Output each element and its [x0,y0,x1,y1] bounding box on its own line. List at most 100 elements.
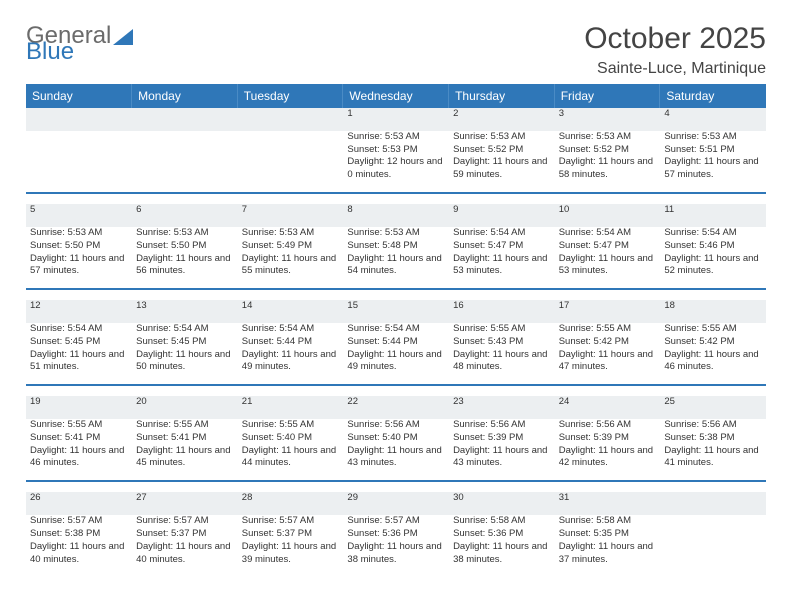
daylight-line: Daylight: 11 hours and 50 minutes. [136,349,233,375]
day-number-cell: 16 [449,300,555,323]
sunrise-line: Sunrise: 5:54 AM [242,323,339,336]
day-data-cell: Sunrise: 5:54 AMSunset: 5:44 PMDaylight:… [343,323,449,385]
day-number-row: 567891011 [26,204,766,227]
sunrise-line: Sunrise: 5:57 AM [242,515,339,528]
weekday-fri: Friday [554,84,660,108]
sunrise-line: Sunrise: 5:55 AM [136,419,233,432]
sunset-line: Sunset: 5:39 PM [453,432,550,445]
calendar-body: 1234Sunrise: 5:53 AMSunset: 5:53 PMDayli… [26,108,766,576]
day-data-cell: Sunrise: 5:53 AMSunset: 5:52 PMDaylight:… [449,131,555,193]
day-number-cell: 31 [554,492,660,515]
day-number-cell: 26 [26,492,132,515]
day-number-cell: 9 [449,204,555,227]
day-data-cell: Sunrise: 5:53 AMSunset: 5:53 PMDaylight:… [343,131,449,193]
daylight-line: Daylight: 11 hours and 55 minutes. [242,253,339,279]
sunrise-line: Sunrise: 5:55 AM [30,419,127,432]
day-number-cell: 25 [660,396,766,419]
sunrise-line: Sunrise: 5:53 AM [347,131,444,144]
sunset-line: Sunset: 5:42 PM [559,336,656,349]
sunrise-line: Sunrise: 5:54 AM [559,227,656,240]
day-number-row: 1234 [26,108,766,131]
sunset-line: Sunset: 5:47 PM [559,240,656,253]
sunset-line: Sunset: 5:52 PM [559,144,656,157]
daylight-line: Daylight: 11 hours and 49 minutes. [242,349,339,375]
sunset-line: Sunset: 5:35 PM [559,528,656,541]
day-data-cell: Sunrise: 5:56 AMSunset: 5:38 PMDaylight:… [660,419,766,481]
weekday-thu: Thursday [449,84,555,108]
sunset-line: Sunset: 5:40 PM [242,432,339,445]
weekday-tue: Tuesday [237,84,343,108]
day-data-row: Sunrise: 5:53 AM Sunset: 5:50 PM Daylight:… [26,227,766,289]
day-data-cell: Sunrise: 5:54 AMSunset: 5:47 PMDaylight:… [554,227,660,289]
day-data-cell: Sunrise: 5:54 AMSunset: 5:46 PMDaylight:… [660,227,766,289]
sunrise-line: Sunrise: 5:57 AM [30,515,127,528]
sunset-line: Sunset: 5:44 PM [347,336,444,349]
daylight-line: Daylight: 11 hours and 47 minutes. [559,349,656,375]
day-data-cell: Sunrise: 5:53 AMSunset: 5:48 PMDaylight:… [343,227,449,289]
sunrise-line: Sunrise: 5:56 AM [347,419,444,432]
day-data-row: Sunrise: 5:55 AMSunset: 5:41 PMDaylight:… [26,419,766,481]
day-number-cell: 30 [449,492,555,515]
day-data-row: Sunrise: 5:57 AMSunset: 5:38 PMDaylight:… [26,515,766,576]
day-number-cell: 21 [237,396,343,419]
daylight-line: Daylight: 11 hours and 43 minutes. [453,445,550,471]
weekday-sun: Sunday [26,84,132,108]
sunrise-line: Sunrise: 5:53 AM [347,227,444,240]
day-number-cell: 2 [449,108,555,131]
day-data-cell: Sunrise: 5:55 AMSunset: 5:41 PMDaylight:… [26,419,132,481]
sunrise-line: Sunrise: 5:56 AM [453,419,550,432]
day-data-row: Sunrise: 5:53 AMSunset: 5:53 PMDaylight:… [26,131,766,193]
week-separator [26,385,766,396]
daylight-line: Daylight: 11 hours and 53 minutes. [559,253,656,279]
day-data-cell: Sunrise: 5:58 AMSunset: 5:35 PMDaylight:… [554,515,660,576]
sunrise-line: Sunrise: 5:53 AM [242,227,339,240]
day-number-cell: 28 [237,492,343,515]
day-data-cell [26,131,132,193]
day-number-cell: 29 [343,492,449,515]
day-data-cell: Sunrise: 5:54 AMSunset: 5:45 PMDaylight:… [26,323,132,385]
sunrise-line: Sunrise: 5:58 AM [453,515,550,528]
day-number-cell: 17 [554,300,660,323]
day-data-cell: Sunrise: 5:56 AMSunset: 5:40 PMDaylight:… [343,419,449,481]
day-number-cell: 19 [26,396,132,419]
brand-text-2: Blue [26,38,74,66]
day-number-cell: 11 [660,204,766,227]
day-data-cell: Sunrise: 5:55 AMSunset: 5:41 PMDaylight:… [132,419,238,481]
daylight-line: Daylight: 11 hours and 40 minutes. [136,541,233,567]
daylight-line: Daylight: 11 hours and 43 minutes. [347,445,444,471]
daylight-line: Daylight: 11 hours and 39 minutes. [242,541,339,567]
day-data-cell: Sunrise: 5:57 AMSunset: 5:38 PMDaylight:… [26,515,132,576]
day-number-cell: 3 [554,108,660,131]
daylight-line: Daylight: 11 hours and 54 minutes. [347,253,444,279]
daylight-line: Daylight: 11 hours and 45 minutes. [136,445,233,471]
weekday-sat: Saturday [660,84,766,108]
sunset-line: Sunset: 5:43 PM [453,336,550,349]
sunset-line: Sunset: 5:41 PM [136,432,233,445]
day-data-row: Sunrise: 5:54 AMSunset: 5:45 PMDaylight:… [26,323,766,385]
day-data-cell: Sunrise: 5:53 AMSunset: 5:50 PMDaylight:… [132,227,238,289]
day-data-cell: Sunrise: 5:56 AMSunset: 5:39 PMDaylight:… [554,419,660,481]
day-data-cell: Sunrise: 5:55 AMSunset: 5:40 PMDaylight:… [237,419,343,481]
day-number-cell: 18 [660,300,766,323]
month-title: October 2025 [584,22,766,56]
daylight-line: Daylight: 11 hours and 40 minutes. [30,541,127,567]
day-data-cell: Sunrise: 5:55 AMSunset: 5:42 PMDaylight:… [554,323,660,385]
day-number-cell [237,108,343,131]
day-number-cell: 27 [132,492,238,515]
sunset-line: Sunset: 5:50 PM [30,240,127,253]
day-data-cell: Sunrise: 5:57 AMSunset: 5:37 PMDaylight:… [132,515,238,576]
sunset-line: Sunset: 5:46 PM [664,240,761,253]
day-data-cell: Sunrise: 5:53 AMSunset: 5:50 PMDaylight:… [26,227,132,289]
daylight-line: Daylight: 11 hours and 38 minutes. [347,541,444,567]
sunset-line: Sunset: 5:39 PM [559,432,656,445]
sunrise-line: Sunrise: 5:53 AM [664,131,761,144]
sunset-line: Sunset: 5:38 PM [664,432,761,445]
sunset-line: Sunset: 5:37 PM [242,528,339,541]
day-number-cell: 5 [26,204,132,227]
daylight-line: Daylight: 11 hours and 44 minutes. [242,445,339,471]
day-number-cell: 13 [132,300,238,323]
sunrise-line: Sunrise: 5:57 AM [347,515,444,528]
day-number-cell: 6 [132,204,238,227]
week-separator [26,481,766,492]
day-number-cell: 1 [343,108,449,131]
